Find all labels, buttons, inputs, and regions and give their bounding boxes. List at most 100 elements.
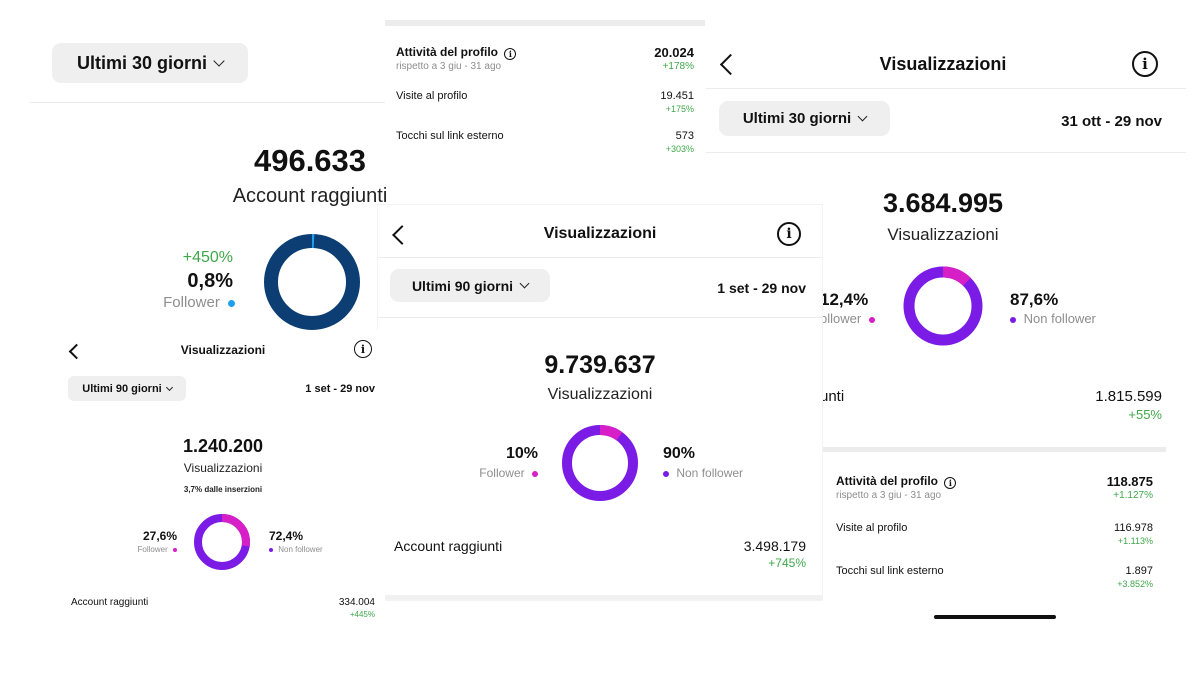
link-taps-change: +303% <box>665 144 694 154</box>
profile-activity-panel: Attività del profilo i rispetto a 3 giu … <box>385 20 705 170</box>
non-follower-percent: 87,6% <box>1010 290 1059 309</box>
follower-label: Follower <box>163 294 220 311</box>
date-range: 1 set - 29 nov <box>305 383 375 395</box>
divider <box>820 447 1166 452</box>
date-range: 1 set - 29 nov <box>717 280 806 296</box>
non-follower-dot <box>269 547 273 552</box>
reached-value: 3.498.179 <box>743 538 806 554</box>
activity-label: Attività del profilo <box>396 45 498 59</box>
chevron-down-icon <box>857 111 868 122</box>
activity-label: Attività del profilo <box>836 474 938 488</box>
reached-label: unti <box>820 388 845 405</box>
range-label: Ultimi 30 giorni <box>76 52 208 73</box>
range-selector[interactable]: Ultimi 30 giorni <box>52 43 248 83</box>
follower-dot <box>868 316 875 323</box>
activity-row[interactable]: Attività del profilo i rispetto a 3 giu … <box>836 474 1153 508</box>
non-follower-label: Non follower <box>1023 311 1096 326</box>
follower-percent: 27,6% <box>142 529 177 543</box>
link-taps-row[interactable]: Tocchi sul link esterno 1.897 +3.852% <box>836 565 1153 595</box>
reached-row[interactable]: Account raggiunti 334.004 +445% <box>71 597 375 627</box>
visits-value: 19.451 <box>660 90 694 102</box>
link-taps-change: +3.852% <box>1117 579 1153 589</box>
donut-follower-arc <box>264 234 360 330</box>
reach-label: Account raggiunti <box>232 185 388 207</box>
activity-row[interactable]: Attività del profilo i rispetto a 3 giu … <box>396 45 694 79</box>
views-value: 9.739.637 <box>544 351 656 379</box>
range-selector[interactable]: Ultimi 90 giorni <box>390 269 550 302</box>
follower-percent: 12,4% <box>820 290 869 309</box>
visits-value: 116.978 <box>1114 522 1153 534</box>
reach-donut <box>264 234 360 330</box>
non-follower-label: Non follower <box>278 545 323 554</box>
views-donut <box>194 514 250 570</box>
chevron-down-icon <box>213 54 225 67</box>
link-taps-label: Tocchi sul link esterno <box>836 565 944 577</box>
reach-change: +450% <box>182 249 233 266</box>
info-icon[interactable]: i <box>777 222 801 246</box>
reached-row[interactable]: Account raggiunti 3.498.179 +745% <box>394 538 806 578</box>
non-follower-dot <box>663 470 669 477</box>
visits-label: Visite al profilo <box>836 522 908 534</box>
range-selector[interactable]: Ultimi 90 giorni <box>68 376 186 401</box>
divider <box>378 317 822 318</box>
visits-label: Visite al profilo <box>396 90 468 102</box>
link-taps-value: 573 <box>675 130 694 142</box>
visits-row[interactable]: Visite al profilo 19.451 +175% <box>396 90 694 120</box>
back-icon[interactable] <box>392 225 412 245</box>
views-value: 1.240.200 <box>182 436 264 456</box>
non-follower-dot <box>1010 316 1016 323</box>
follower-legend: Follower <box>130 294 235 311</box>
visits-change: +175% <box>665 104 694 114</box>
visits-change: +1.113% <box>1117 536 1153 546</box>
back-icon[interactable] <box>719 53 742 76</box>
link-taps-value: 1.897 <box>1125 565 1153 577</box>
reached-label: Account raggiunti <box>71 597 149 608</box>
back-icon[interactable] <box>68 343 85 360</box>
info-icon: i <box>504 48 517 60</box>
views-label: Visualizzazioni <box>183 461 263 475</box>
page-title: Visualizzazioni <box>180 343 266 357</box>
reached-change: +445% <box>349 610 375 619</box>
page-title: Visualizzazioni <box>543 225 657 242</box>
range-selector[interactable]: Ultimi 30 giorni <box>719 101 890 136</box>
follower-dot <box>532 470 538 477</box>
follower-label: Follower <box>479 466 525 480</box>
home-indicator <box>934 615 1056 619</box>
reached-change: +745% <box>768 556 806 570</box>
views-donut <box>903 266 983 346</box>
divider <box>385 20 705 26</box>
link-taps-row[interactable]: Tocchi sul link esterno 573 +303% <box>396 130 694 160</box>
views-label: Visualizzazioni <box>887 225 999 244</box>
date-range: 31 ott - 29 nov <box>1061 113 1162 130</box>
link-taps-label: Tocchi sul link esterno <box>396 130 504 142</box>
activity-change: +178% <box>662 61 694 72</box>
range-label: Ultimi 90 giorni <box>411 277 514 294</box>
info-icon[interactable]: i <box>1132 51 1158 77</box>
follower-label: ollower <box>820 311 862 326</box>
info-icon: i <box>944 477 957 489</box>
reached-change: +55% <box>1128 407 1162 422</box>
follower-dot <box>228 299 235 307</box>
divider <box>30 102 400 103</box>
activity-sub: rispetto a 3 giu - 31 ago <box>836 490 942 501</box>
info-icon[interactable]: i <box>354 340 372 358</box>
range-label: Ultimi 90 giorni <box>82 382 162 395</box>
non-follower-percent: 90% <box>663 445 696 462</box>
donut-follower-arc <box>903 266 983 346</box>
non-follower-legend: Non follower <box>663 466 743 480</box>
donut-follower-arc <box>194 514 250 570</box>
reach-panel: Ultimi 30 giorni 496.633 Account raggiun… <box>30 30 400 330</box>
activity-value: 118.875 <box>1106 474 1153 489</box>
reached-row[interactable]: unti 1.815.599 +55% <box>820 386 1162 426</box>
divider <box>706 88 1186 89</box>
reached-value: 1.815.599 <box>1095 388 1162 405</box>
chevron-down-icon <box>165 383 173 391</box>
activity-label-wrap: Attività del profilo i <box>836 474 957 489</box>
donut-follower-arc <box>562 425 638 501</box>
visits-row[interactable]: Visite al profilo 116.978 +1.113% <box>836 522 1153 552</box>
follower-legend: Follower <box>105 545 177 554</box>
follower-legend: ollower <box>820 311 875 326</box>
ads-note: 3,7% dalle inserzioni <box>183 485 263 494</box>
activity-value: 20.024 <box>654 45 694 60</box>
views-label: Visualizzazioni <box>547 386 653 403</box>
